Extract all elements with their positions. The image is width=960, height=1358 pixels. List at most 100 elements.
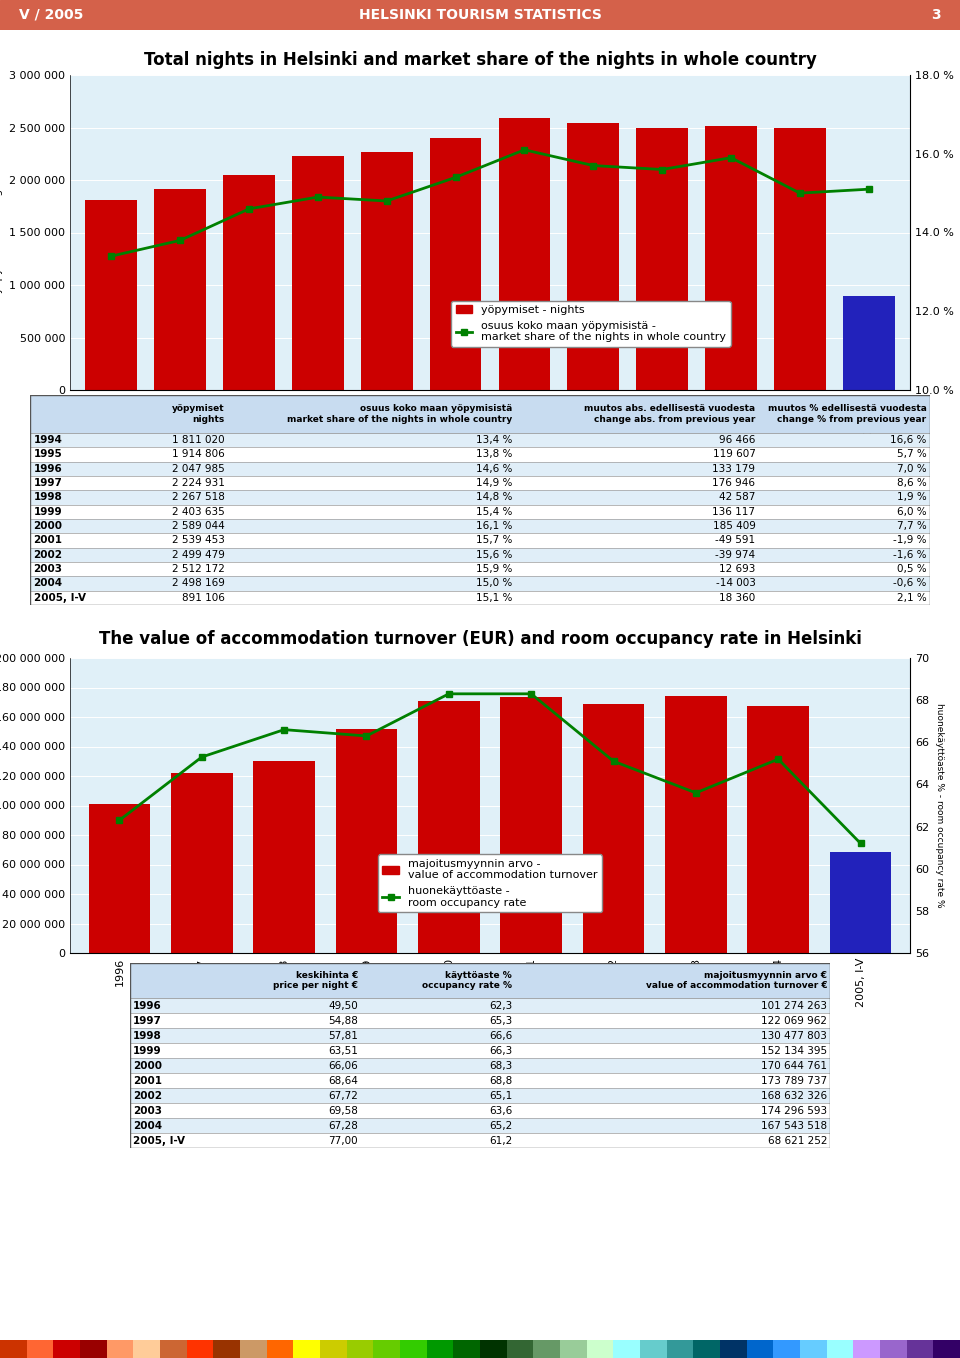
Text: 167 543 518: 167 543 518: [761, 1120, 828, 1130]
Text: 2001: 2001: [132, 1076, 162, 1085]
Bar: [30, 475, 930, 490]
Bar: [107, 1340, 133, 1358]
Text: 2 589 044: 2 589 044: [172, 521, 225, 531]
Text: 119 607: 119 607: [712, 449, 756, 459]
Text: 2000: 2000: [34, 521, 62, 531]
Bar: [130, 1043, 830, 1058]
Bar: [30, 591, 930, 606]
Text: käyttöaste %
occupancy rate %: käyttöaste % occupancy rate %: [422, 971, 513, 990]
Text: 3: 3: [931, 8, 941, 22]
Bar: [747, 706, 809, 953]
Text: 57,81: 57,81: [328, 1031, 358, 1040]
Text: V / 2005: V / 2005: [19, 8, 84, 22]
Bar: [430, 137, 481, 390]
Bar: [336, 729, 397, 953]
Text: 2 224 931: 2 224 931: [172, 478, 225, 488]
Text: 77,00: 77,00: [328, 1135, 358, 1146]
Bar: [560, 1340, 587, 1358]
Text: 66,6: 66,6: [489, 1031, 513, 1040]
Bar: [30, 576, 930, 591]
Text: 69,58: 69,58: [328, 1105, 358, 1115]
Bar: [587, 1340, 613, 1358]
Text: The value of accommodation turnover (EUR) and room occupancy rate in Helsinki: The value of accommodation turnover (EUR…: [99, 630, 861, 648]
Text: 15,1 %: 15,1 %: [476, 593, 513, 603]
Bar: [130, 1013, 830, 1028]
Text: 1997: 1997: [34, 478, 62, 488]
Bar: [130, 1073, 830, 1088]
Bar: [130, 1088, 830, 1103]
Text: 7,0 %: 7,0 %: [897, 463, 926, 474]
Bar: [666, 1340, 693, 1358]
Text: 65,2: 65,2: [489, 1120, 513, 1130]
Text: 101 274 263: 101 274 263: [761, 1001, 828, 1010]
Text: 2,1 %: 2,1 %: [897, 593, 926, 603]
Text: 67,28: 67,28: [328, 1120, 358, 1130]
Bar: [361, 152, 413, 390]
Text: 61,2: 61,2: [489, 1135, 513, 1146]
Bar: [853, 1340, 880, 1358]
Text: 1996: 1996: [34, 463, 62, 474]
Text: 176 946: 176 946: [712, 478, 756, 488]
Bar: [88, 804, 151, 953]
Text: 1996: 1996: [132, 1001, 161, 1010]
Text: 136 117: 136 117: [712, 507, 756, 517]
Text: 122 069 962: 122 069 962: [761, 1016, 828, 1025]
Text: 15,7 %: 15,7 %: [476, 535, 513, 546]
Bar: [906, 1340, 933, 1358]
Bar: [665, 695, 727, 953]
Text: 15,4 %: 15,4 %: [476, 507, 513, 517]
Bar: [400, 1340, 426, 1358]
Bar: [133, 1340, 160, 1358]
Bar: [130, 963, 830, 998]
Bar: [27, 1340, 54, 1358]
Text: 63,6: 63,6: [489, 1105, 513, 1115]
Bar: [130, 1133, 830, 1148]
Text: yöpymiset
nights: yöpymiset nights: [172, 405, 225, 424]
Text: 5,7 %: 5,7 %: [897, 449, 926, 459]
Bar: [292, 156, 344, 390]
Bar: [267, 1340, 294, 1358]
Text: 2 499 479: 2 499 479: [172, 550, 225, 559]
Text: 96 466: 96 466: [719, 435, 756, 445]
Text: 2004: 2004: [132, 1120, 162, 1130]
Text: Total nights in Helsinki and market share of the nights in whole country: Total nights in Helsinki and market shar…: [144, 52, 816, 69]
Text: 15,0 %: 15,0 %: [476, 579, 513, 588]
Bar: [30, 519, 930, 534]
Text: 14,6 %: 14,6 %: [476, 463, 513, 474]
Bar: [567, 124, 619, 390]
Text: 65,1: 65,1: [489, 1090, 513, 1100]
Bar: [130, 1058, 830, 1073]
Bar: [213, 1340, 240, 1358]
Text: 1 914 806: 1 914 806: [172, 449, 225, 459]
Text: 2001: 2001: [34, 535, 62, 546]
Bar: [800, 1340, 827, 1358]
Bar: [500, 697, 562, 953]
Bar: [636, 128, 688, 390]
Text: 67,72: 67,72: [328, 1090, 358, 1100]
Bar: [30, 395, 930, 433]
Text: 14,8 %: 14,8 %: [476, 493, 513, 502]
Bar: [160, 1340, 186, 1358]
Bar: [253, 760, 315, 953]
Bar: [583, 705, 644, 953]
Text: osuus koko maan yöpymisistä
market share of the nights in whole country: osuus koko maan yöpymisistä market share…: [287, 405, 513, 424]
Text: 2002: 2002: [34, 550, 62, 559]
Text: 63,51: 63,51: [328, 1046, 358, 1055]
Text: 891 106: 891 106: [181, 593, 225, 603]
Bar: [294, 1340, 320, 1358]
Text: 54,88: 54,88: [328, 1016, 358, 1025]
Text: 16,6 %: 16,6 %: [890, 435, 926, 445]
Text: 68 621 252: 68 621 252: [768, 1135, 828, 1146]
Bar: [453, 1340, 480, 1358]
Bar: [347, 1340, 373, 1358]
Bar: [613, 1340, 640, 1358]
Text: 65,3: 65,3: [489, 1016, 513, 1025]
Bar: [30, 462, 930, 475]
Bar: [85, 200, 137, 390]
Text: 130 477 803: 130 477 803: [761, 1031, 828, 1040]
Text: 2 512 172: 2 512 172: [172, 564, 225, 574]
Bar: [640, 1340, 666, 1358]
Text: 8,6 %: 8,6 %: [897, 478, 926, 488]
Text: -1,9 %: -1,9 %: [893, 535, 926, 546]
Bar: [933, 1340, 960, 1358]
